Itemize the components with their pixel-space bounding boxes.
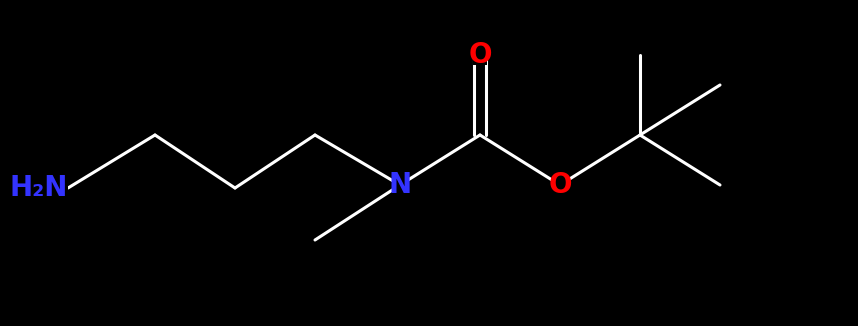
- FancyBboxPatch shape: [393, 174, 407, 196]
- Text: O: O: [548, 171, 571, 199]
- FancyBboxPatch shape: [553, 175, 567, 195]
- FancyBboxPatch shape: [26, 177, 68, 199]
- Text: N: N: [389, 171, 412, 199]
- FancyBboxPatch shape: [473, 45, 487, 65]
- Text: O: O: [468, 41, 492, 69]
- Text: H₂N: H₂N: [9, 174, 68, 202]
